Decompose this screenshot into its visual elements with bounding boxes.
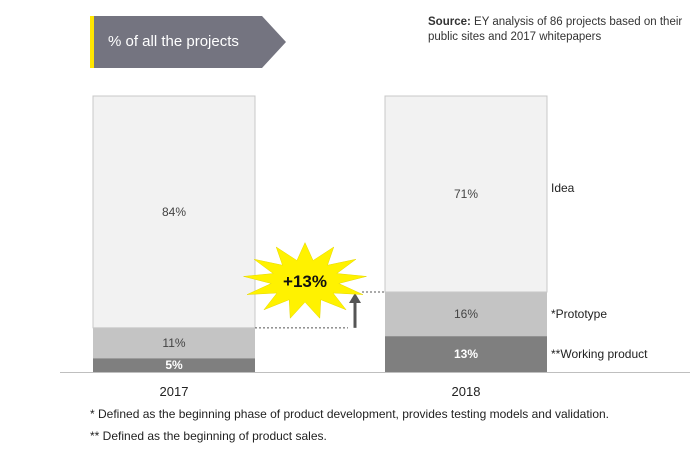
legend-label-2: Idea — [551, 181, 575, 195]
footnote-working: ** Defined as the beginning of product s… — [90, 429, 327, 443]
header-tag-shape — [90, 16, 286, 68]
data-label-2018-1: 16% — [454, 307, 478, 321]
source-text: EY analysis of 86 projects based on thei… — [428, 16, 683, 43]
x-tick-label-2018: 2018 — [452, 384, 481, 399]
stacked-bar-chart: 5% 11% 84% 2017 13% 16% 71% 2018 **Working produ… — [60, 95, 690, 399]
bar-segment-workingproduct-2018 — [385, 336, 547, 372]
bar-segment-prototype-2018 — [385, 291, 547, 337]
x-tick-label-2017: 2017 — [160, 384, 189, 399]
source-label: Source: — [428, 16, 471, 28]
data-label-2017-1: 11% — [162, 336, 185, 350]
data-label-2018-0: 13% — [454, 347, 478, 361]
bar-segment-idea-2018 — [384, 95, 548, 293]
bar-segment-workingproduct-2017 — [93, 358, 255, 372]
data-label-2018-2: 71% — [454, 187, 478, 201]
bar-segment-prototype-2017 — [93, 327, 255, 359]
starburst-label: +13% — [283, 272, 327, 291]
source-note: Source: EY analysis of 86 projects based… — [428, 15, 688, 45]
footnote-prototype: * Defined as the beginning phase of prod… — [90, 407, 610, 421]
header-tag: % of all the projects — [90, 16, 286, 68]
bar-segment-idea-2017 — [92, 95, 256, 329]
legend-label-0: **Working product — [551, 347, 648, 361]
legend-label-1: *Prototype — [551, 307, 607, 321]
header-tag-label: % of all the projects — [108, 33, 239, 50]
starburst-badge — [243, 241, 367, 319]
data-label-2017-0: 5% — [165, 358, 183, 372]
increase-arrow-head — [349, 292, 361, 303]
data-label-2017-2: 84% — [162, 205, 186, 219]
